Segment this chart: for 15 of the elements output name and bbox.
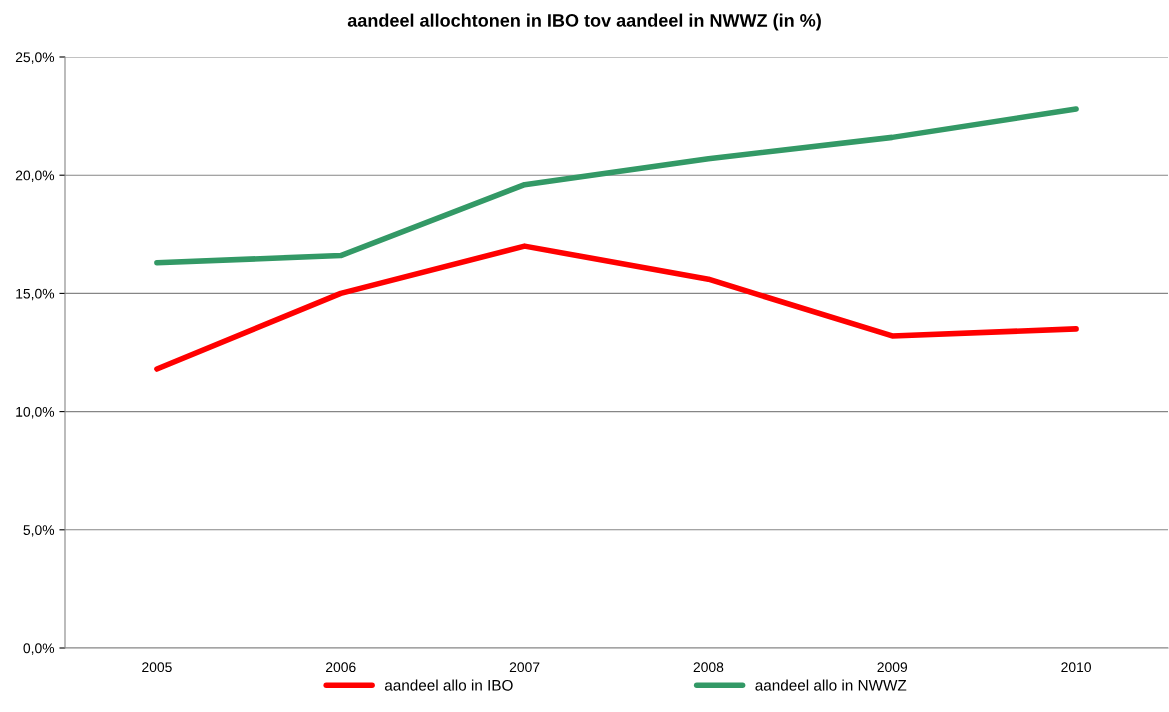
x-tick-label: 2010	[1061, 662, 1091, 673]
legend-label: aandeel allo in IBO	[384, 679, 513, 691]
x-tick-label: 2006	[326, 662, 356, 673]
y-tick-label: 0,0%	[23, 643, 55, 655]
y-tick-label: 10,0%	[16, 406, 55, 419]
y-tick-label: 15,0%	[16, 288, 55, 301]
y-tick-label: 25,0%	[15, 52, 55, 64]
y-tick-label: 20,0%	[15, 170, 55, 183]
x-tick-label: 2005	[142, 662, 172, 673]
y-tick-label: 5,0%	[23, 525, 55, 537]
legend-label: aandeel allo in NWWZ	[755, 679, 907, 691]
x-tick-label: 2009	[877, 662, 908, 673]
chart-title: aandeel allochtonen in IBO tov aandeel in NWWZ (in %)	[347, 13, 821, 31]
x-tick-label: 2007	[509, 662, 540, 673]
x-tick-label: 2008	[693, 662, 724, 673]
